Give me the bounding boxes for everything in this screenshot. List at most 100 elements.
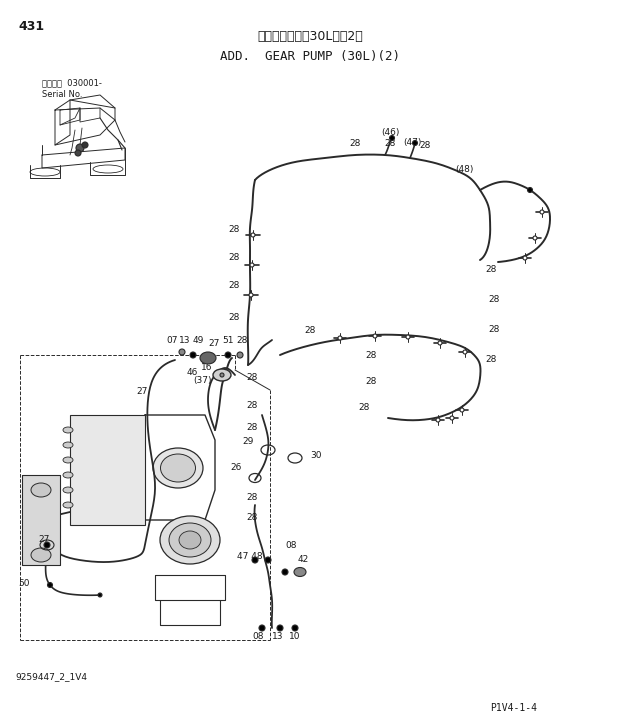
Circle shape <box>338 336 342 340</box>
Circle shape <box>450 416 454 420</box>
Text: 07: 07 <box>166 336 178 345</box>
Circle shape <box>277 625 283 631</box>
Ellipse shape <box>31 548 51 562</box>
Text: 10: 10 <box>290 632 301 641</box>
Text: 28: 28 <box>384 139 396 148</box>
Bar <box>70 415 145 525</box>
Circle shape <box>179 349 185 355</box>
Text: 28: 28 <box>229 313 240 322</box>
Text: 28: 28 <box>247 494 258 502</box>
Text: 30: 30 <box>310 450 322 460</box>
Circle shape <box>75 150 81 156</box>
Circle shape <box>251 233 255 237</box>
Circle shape <box>533 236 537 240</box>
Text: (46): (46) <box>381 128 399 137</box>
Text: 13: 13 <box>272 632 284 641</box>
Circle shape <box>436 418 440 422</box>
Circle shape <box>528 188 533 193</box>
Text: ADD.  GEAR PUMP (30L)(2): ADD. GEAR PUMP (30L)(2) <box>220 50 400 63</box>
Text: 50: 50 <box>18 578 30 587</box>
Text: (37): (37) <box>193 376 212 384</box>
Circle shape <box>250 263 254 267</box>
Circle shape <box>406 335 410 339</box>
Text: 28: 28 <box>229 225 240 235</box>
Ellipse shape <box>63 472 73 478</box>
Text: 28: 28 <box>488 295 499 305</box>
Text: P1V4-1-4: P1V4-1-4 <box>490 703 537 713</box>
Circle shape <box>463 350 467 354</box>
Ellipse shape <box>63 457 73 463</box>
Text: 431: 431 <box>18 20 44 33</box>
Text: 28: 28 <box>488 326 499 334</box>
Text: 28: 28 <box>304 326 316 335</box>
Text: 29: 29 <box>242 437 254 447</box>
Ellipse shape <box>63 427 73 433</box>
Text: 28: 28 <box>247 424 258 432</box>
Ellipse shape <box>63 502 73 508</box>
Circle shape <box>76 144 84 152</box>
Text: 27: 27 <box>208 339 219 348</box>
Ellipse shape <box>63 487 73 493</box>
Ellipse shape <box>160 516 220 564</box>
Circle shape <box>249 293 253 297</box>
Ellipse shape <box>169 523 211 557</box>
Text: 9259447_2_1V4: 9259447_2_1V4 <box>15 672 87 681</box>
Circle shape <box>190 352 196 358</box>
Circle shape <box>98 593 102 597</box>
Text: 28: 28 <box>229 280 240 290</box>
Circle shape <box>523 256 527 260</box>
Text: 28: 28 <box>485 266 497 274</box>
Text: 28: 28 <box>485 355 497 364</box>
Ellipse shape <box>63 442 73 448</box>
Text: Serial No.: Serial No. <box>42 90 82 99</box>
Text: 08: 08 <box>252 632 264 641</box>
Text: 27: 27 <box>136 387 148 397</box>
Text: 28: 28 <box>365 350 376 360</box>
Text: 追加ポンプ　（30L）（2）: 追加ポンプ （30L）（2） <box>257 30 363 43</box>
Ellipse shape <box>213 369 231 381</box>
Text: 27: 27 <box>38 536 50 544</box>
Text: (48): (48) <box>455 165 474 174</box>
Circle shape <box>237 352 243 358</box>
Text: 26: 26 <box>231 463 242 473</box>
Circle shape <box>292 625 298 631</box>
Text: 28: 28 <box>247 400 258 410</box>
Circle shape <box>220 373 224 377</box>
Circle shape <box>225 352 231 358</box>
Ellipse shape <box>294 568 306 576</box>
Circle shape <box>282 569 288 575</box>
Circle shape <box>259 625 265 631</box>
Text: 13: 13 <box>179 336 191 345</box>
Text: 51: 51 <box>222 336 234 345</box>
Circle shape <box>412 140 417 146</box>
Circle shape <box>460 408 464 412</box>
Text: 28: 28 <box>247 513 258 523</box>
Ellipse shape <box>179 531 201 549</box>
Text: 28: 28 <box>236 336 247 345</box>
Ellipse shape <box>161 454 195 482</box>
Text: 42: 42 <box>298 555 309 565</box>
Text: 47 48: 47 48 <box>237 552 263 561</box>
Text: 46: 46 <box>187 368 198 377</box>
Circle shape <box>44 542 50 548</box>
Circle shape <box>438 341 442 345</box>
Text: (47): (47) <box>403 138 421 147</box>
Circle shape <box>540 210 544 214</box>
Text: 28: 28 <box>365 377 376 387</box>
Text: 適用号機  030001-: 適用号機 030001- <box>42 78 102 87</box>
Text: 28: 28 <box>358 403 370 413</box>
Circle shape <box>389 135 394 140</box>
Ellipse shape <box>31 483 51 497</box>
Circle shape <box>48 583 53 587</box>
Bar <box>22 475 60 565</box>
Text: 08: 08 <box>285 541 296 550</box>
Text: 49: 49 <box>192 336 204 345</box>
Circle shape <box>252 557 258 563</box>
Text: 16: 16 <box>200 363 212 373</box>
Circle shape <box>373 334 377 338</box>
Ellipse shape <box>153 448 203 488</box>
Ellipse shape <box>200 352 216 364</box>
Circle shape <box>82 142 88 148</box>
Circle shape <box>265 557 271 563</box>
Text: 28: 28 <box>229 253 240 263</box>
